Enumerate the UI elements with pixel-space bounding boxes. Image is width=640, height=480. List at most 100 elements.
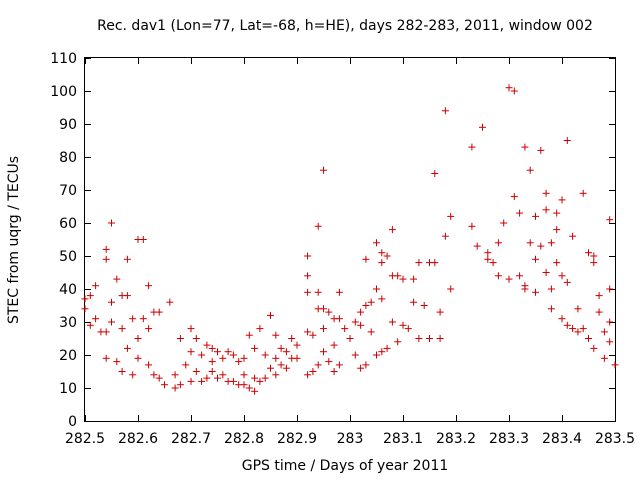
y-tick-label: 50: [59, 249, 77, 265]
data-point: [235, 358, 243, 366]
data-point: [251, 387, 259, 395]
data-point: [484, 255, 492, 263]
data-point: [410, 298, 418, 306]
data-point: [139, 315, 147, 323]
data-point: [590, 344, 598, 352]
data-point: [574, 305, 582, 313]
data-point: [261, 351, 269, 359]
data-point: [516, 272, 524, 280]
data-point: [208, 344, 216, 352]
data-point: [362, 302, 370, 309]
x-tick-label: 283.1: [383, 431, 423, 447]
data-point: [563, 321, 571, 329]
data-point: [187, 348, 195, 356]
data-point: [203, 341, 211, 349]
data-point: [362, 361, 370, 369]
data-point: [256, 377, 264, 385]
data-point: [479, 123, 486, 131]
x-tick-label: 282.5: [65, 431, 105, 447]
data-point: [600, 354, 608, 362]
data-point: [219, 354, 227, 362]
data-point: [537, 242, 545, 250]
data-point: [282, 364, 290, 372]
data-point: [494, 239, 502, 247]
data-point: [373, 351, 380, 359]
data-point: [394, 272, 402, 280]
data-point: [537, 146, 545, 154]
plot-frame: [84, 57, 616, 422]
data-point: [282, 348, 290, 356]
data-point: [341, 325, 349, 333]
data-point: [484, 249, 492, 257]
data-point: [388, 226, 396, 234]
y-tick-label: 20: [59, 348, 77, 364]
data-point: [558, 196, 566, 204]
data-point: [272, 354, 280, 362]
data-point: [473, 242, 481, 250]
data-point: [134, 335, 142, 342]
data-point: [606, 318, 614, 326]
data-point: [251, 374, 259, 382]
data-point: [293, 341, 301, 349]
data-point: [108, 219, 115, 227]
data-point: [102, 354, 110, 362]
y-tick-label: 30: [59, 315, 77, 331]
data-point: [606, 338, 614, 346]
data-point: [542, 206, 550, 214]
data-point: [187, 325, 195, 333]
data-point: [145, 282, 153, 290]
data-point: [547, 305, 555, 313]
data-point: [510, 193, 518, 201]
data-point: [357, 321, 365, 329]
data-point: [367, 298, 375, 306]
data-point: [102, 328, 110, 336]
data-point: [113, 358, 121, 366]
y-tick-label: 70: [59, 183, 77, 199]
data-point: [415, 335, 423, 342]
data-point: [214, 348, 221, 356]
data-point: [123, 292, 131, 300]
data-point: [558, 272, 566, 280]
data-point: [415, 259, 423, 267]
y-axis-label: STEC from uqrg / TECUs: [6, 156, 22, 324]
data-point: [176, 381, 184, 389]
data-point: [441, 232, 449, 240]
data-point: [351, 351, 359, 359]
data-point: [325, 308, 333, 316]
data-point: [404, 325, 412, 333]
data-point: [245, 331, 253, 339]
data-point: [563, 137, 571, 144]
data-point: [108, 298, 115, 306]
data-point: [606, 216, 614, 224]
data-point: [590, 259, 598, 267]
data-point: [585, 249, 592, 257]
data-point: [219, 371, 227, 379]
data-point: [468, 222, 476, 230]
data-point: [532, 255, 539, 263]
data-point: [553, 226, 561, 234]
x-tick-label: 283.5: [595, 431, 635, 447]
data-point: [526, 166, 534, 174]
data-point: [399, 275, 407, 283]
data-point: [251, 344, 259, 352]
data-point: [118, 368, 126, 375]
data-point: [240, 381, 248, 389]
data-point: [553, 209, 561, 217]
data-point: [532, 288, 539, 296]
data-point: [378, 348, 386, 356]
x-tick-label: 283.2: [436, 431, 476, 447]
data-point: [314, 222, 322, 230]
data-point: [426, 335, 433, 342]
data-point: [494, 272, 502, 280]
data-point: [373, 239, 380, 247]
data-point: [161, 381, 168, 389]
data-point: [102, 245, 110, 253]
data-point: [86, 321, 94, 329]
data-point: [335, 315, 343, 323]
data-point: [192, 335, 200, 342]
data-point: [245, 384, 253, 392]
data-point: [320, 348, 327, 356]
data-point: [335, 361, 343, 369]
data-point: [357, 364, 365, 372]
